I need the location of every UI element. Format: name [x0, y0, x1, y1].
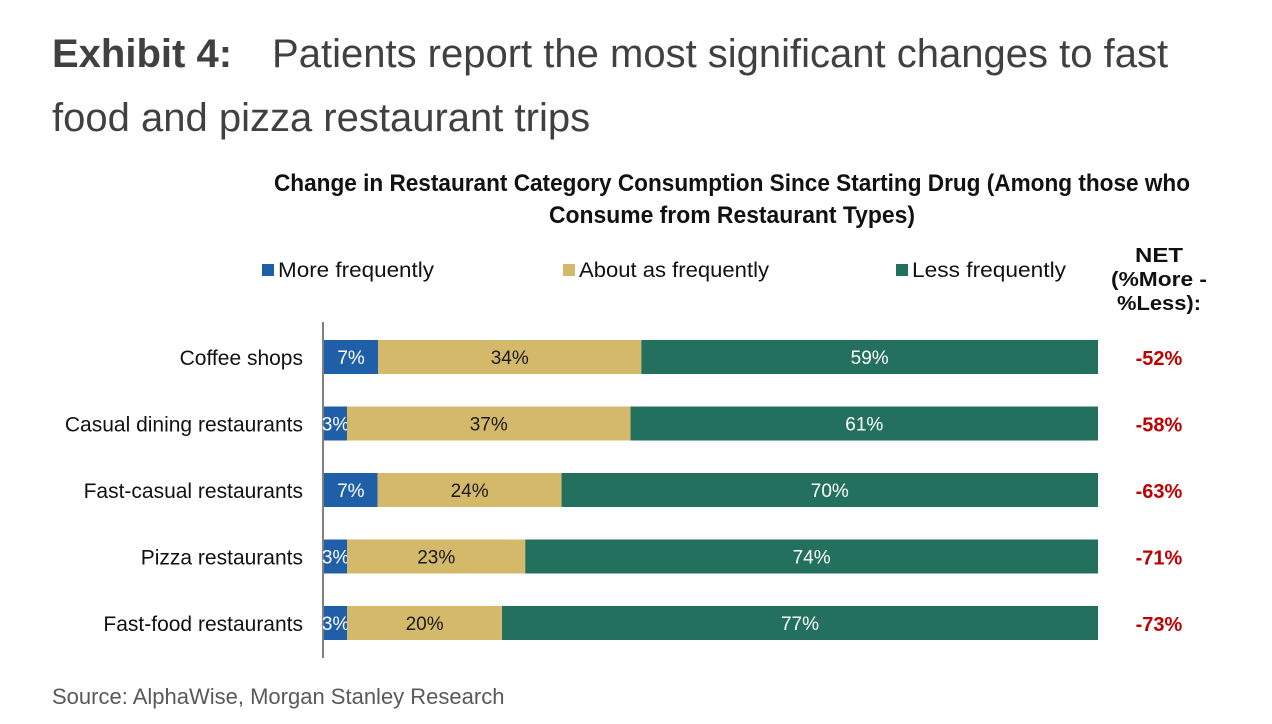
bar-segment	[347, 606, 503, 640]
exhibit-label: Exhibit 4:	[52, 32, 233, 76]
data-label: 23%	[417, 548, 455, 569]
bar-segment	[502, 606, 1098, 640]
legend-swatch	[563, 264, 575, 276]
source-note: Source: AlphaWise, Morgan Stanley Resear…	[52, 684, 505, 709]
net-header: (%More -	[1111, 269, 1207, 291]
net-header: NET	[1135, 245, 1183, 267]
exhibit-heading: Patients report the most significant cha…	[52, 32, 1169, 140]
category-label: Casual dining restaurants	[65, 414, 303, 437]
data-label: 24%	[451, 481, 489, 502]
category-label: Pizza restaurants	[141, 547, 303, 570]
data-label: 7%	[337, 481, 365, 502]
legend-label: More frequently	[278, 259, 435, 282]
legend-swatch	[262, 264, 274, 276]
data-label: 61%	[845, 415, 883, 436]
data-label: 20%	[406, 614, 444, 635]
legend-swatch	[896, 264, 908, 276]
legend-label: Less frequently	[912, 259, 1067, 282]
data-label: 34%	[491, 348, 529, 369]
bar-segment	[324, 606, 348, 640]
category-label: Fast-food restaurants	[103, 613, 303, 636]
data-label: 74%	[793, 548, 831, 569]
category-label: Fast-casual restaurants	[84, 480, 303, 503]
bar-segment	[525, 539, 1098, 574]
data-label: 70%	[811, 481, 849, 502]
data-label: 7%	[337, 348, 365, 369]
data-label: 77%	[781, 614, 819, 635]
bar-segment	[378, 340, 642, 374]
chart-title: Change in Restaurant Category Consumptio…	[274, 170, 1190, 197]
bar-segment	[324, 340, 379, 374]
net-header: %Less):	[1117, 293, 1201, 315]
bar-segment	[346, 406, 631, 441]
bar-segment	[377, 473, 562, 507]
data-label: 3%	[322, 415, 350, 436]
exhibit-title: Exhibit 4: Patients report the most signi…	[52, 22, 1252, 150]
category-label: Coffee shops	[180, 347, 303, 370]
data-label: 3%	[322, 548, 350, 569]
net-value: -71%	[1136, 548, 1183, 570]
net-value: -73%	[1136, 614, 1183, 636]
net-value: -63%	[1136, 481, 1183, 503]
data-label: 37%	[470, 415, 508, 436]
data-label: 59%	[851, 348, 889, 369]
net-value: -58%	[1136, 415, 1183, 437]
legend-label: About as frequently	[579, 259, 770, 282]
bar-segment	[630, 406, 1098, 441]
bar-segment	[347, 539, 526, 574]
bar-segment	[324, 406, 347, 441]
chart-title: Consume from Restaurant Types)	[549, 202, 915, 229]
bar-segment	[324, 539, 348, 574]
data-label: 3%	[322, 614, 350, 635]
bar-segment	[324, 473, 378, 507]
net-value: -52%	[1136, 348, 1183, 370]
bar-segment	[641, 340, 1098, 374]
bar-segment	[561, 473, 1098, 507]
